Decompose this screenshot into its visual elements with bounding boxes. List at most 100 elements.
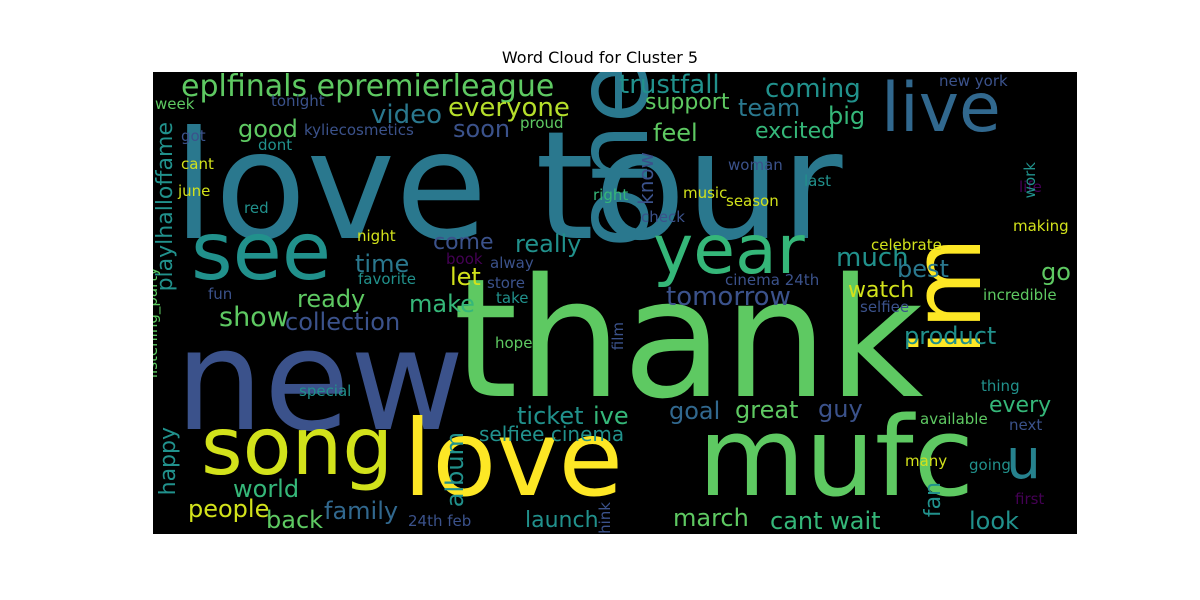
word-think: think [596,502,614,534]
word-listening-party: listening_party [153,267,161,379]
word-much: much [836,243,909,273]
word-look: look [969,507,1019,534]
word-world: world [233,475,300,503]
word-thank: thank [453,243,924,435]
word-cant-wait: cant wait [770,507,881,534]
word-video: video [371,100,443,130]
word-tomorrow: tomorrow [666,282,791,312]
word-family: family [324,497,399,525]
word-excited: excited [755,119,836,144]
word-going: going [969,456,1011,474]
word-everyone: everyone [448,93,570,123]
word-really: really [515,230,582,258]
word-product: product [904,322,997,350]
word-ticket: ticket [517,402,584,430]
word-support: support [645,90,730,115]
word-show: show [219,302,289,333]
word-take: take [496,289,529,307]
word-book: book [446,250,483,268]
word-feel: feel [653,119,698,147]
word-team: team [738,94,801,122]
word-selfiee: selfiee [860,298,910,316]
word-june: june [178,182,211,200]
word-making: making [1013,217,1069,235]
word-every: every [989,393,1052,418]
chart-title: Word Cloud for Cluster 5 [501,48,699,67]
word-come: come [433,230,494,255]
word-good: good [238,115,298,143]
word-proud: proud [520,114,564,132]
word-kyliecosmetics: kyliecosmetics [304,121,414,139]
word-live: live [881,72,1001,148]
word-u: u [1006,427,1041,491]
word-back: back [266,506,324,534]
word-last: last [804,172,832,190]
word-mufc: mufc [698,393,975,521]
word-hope: hope [495,334,533,352]
word-ive: ive [593,402,629,430]
word-cinema-24th: cinema 24th [725,271,820,289]
word-trustfall: trustfall [619,72,720,100]
word-fun: fun [208,285,233,303]
word-coming: coming [765,74,861,104]
word-favorite: favorite [358,270,416,288]
word-happy: happy [156,427,181,496]
word-next: next [1009,416,1043,434]
word-store: store [487,274,525,292]
word-24th-feb: 24th feb [408,512,472,530]
word-soon: soon [453,115,511,143]
word-many: many [905,452,948,470]
word-life: life [1019,178,1042,196]
word-song: song [201,400,394,493]
word-check: check [641,208,685,226]
word-make: make [409,290,475,318]
word-watch: watch [848,278,915,303]
word-playlhalloffame: playlhalloffame [153,122,178,292]
word-love: love [403,398,624,520]
word-new: new [175,300,465,463]
word-new-york: new york [939,72,1008,90]
word-let: let [450,263,481,291]
word-know: know [634,152,658,205]
word-season: season [726,192,779,210]
word-available: available [920,410,988,428]
word-red: red [244,199,269,217]
word-dont: dont [258,136,293,154]
word-see: see [191,205,332,298]
word-album: album [441,432,469,508]
word-thing: thing [981,377,1020,395]
word-right: right [593,186,629,204]
word-year: year [653,211,805,290]
word-big: big [828,102,866,130]
word-launch: launch [525,508,599,533]
word-march: march [673,504,749,532]
word-collection: collection [285,308,401,336]
word-time: time [355,250,410,278]
word-best: best [897,255,949,283]
word-cant: cant [181,155,214,173]
word-people: people [188,495,270,523]
word-great: great [735,396,799,424]
word-music: music [683,184,728,202]
word-celebrate: celebrate [871,236,942,254]
word-guy: guy [818,395,863,423]
word-incredible: incredible [983,286,1057,304]
word-work: work [1021,162,1039,199]
word-selfiee-cinema: selfiee cinema [479,422,625,446]
word-fan: fan [921,482,946,518]
word-go: go [1041,258,1071,286]
word-first: first [1015,490,1045,508]
word-tonight: tonight [271,92,325,110]
word-night: night [357,227,396,245]
word-got: got [181,127,206,145]
word-week: week [155,95,195,113]
word-eplfinals-epremierleague: eplfinals epremierleague [181,72,555,104]
word-special: special [299,382,352,400]
word-love-tour: love tour [173,100,843,274]
word-alway: alway [490,254,534,272]
word-goal: goal [669,397,721,425]
word-film: film [609,322,627,351]
word-cloud-canvas: love tour thank new love mufc one im see song liv… [153,72,1077,534]
word-woman: woman [728,156,783,174]
word-ready: ready [297,285,366,313]
